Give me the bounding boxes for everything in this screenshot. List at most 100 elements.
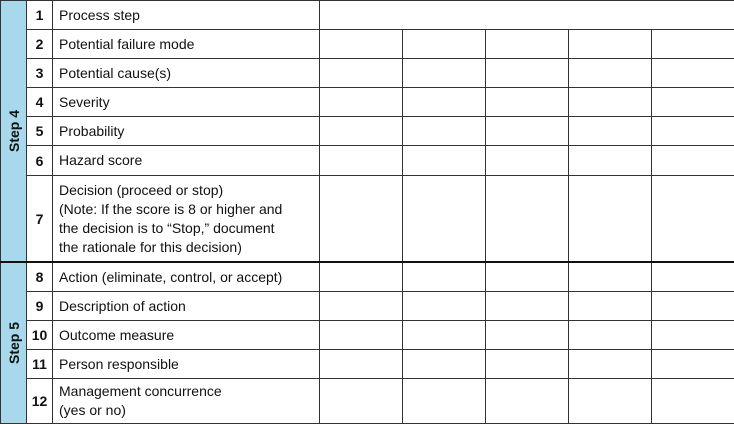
entry-cell[interactable] [652,59,734,88]
row-label: Description of action [53,292,320,321]
entry-cell[interactable] [320,321,403,350]
row-number: 3 [27,59,53,88]
entry-cell[interactable] [320,88,403,117]
entry-cell[interactable] [486,176,569,263]
row-number: 6 [27,146,53,176]
entry-cell[interactable] [486,379,569,424]
entry-cell[interactable] [320,117,403,146]
entry-cell[interactable] [652,379,734,424]
step-label: Step 5 [6,322,22,364]
row-label: Probability [53,117,320,146]
row-title: Hazard score [59,151,319,170]
entry-cell[interactable] [320,379,403,424]
row-title: Process step [59,6,319,25]
table-row: 2 Potential failure mode [1,30,734,59]
row-number: 5 [27,117,53,146]
step-4-band: Step 4 [1,1,27,263]
row-number: 1 [27,1,53,30]
entry-cell[interactable] [486,350,569,379]
entry-cell[interactable] [403,117,486,146]
row-title: Severity [59,93,319,112]
entry-cell[interactable] [569,117,652,146]
row-number: 4 [27,88,53,117]
row-title: Decision (proceed or stop) [59,181,319,200]
entry-cell[interactable] [320,292,403,321]
entry-cell[interactable] [403,59,486,88]
row-title: Probability [59,122,319,141]
row-title: Outcome measure [59,326,319,345]
row-label: Person responsible [53,350,320,379]
row-label: Management concurrence(yes or no) [53,379,320,424]
entry-cell[interactable] [320,30,403,59]
entry-cell[interactable] [486,88,569,117]
entry-cell[interactable] [403,176,486,263]
entry-cell[interactable] [569,350,652,379]
entry-cell[interactable] [569,321,652,350]
entry-cell[interactable] [320,146,403,176]
entry-cell[interactable] [652,262,734,292]
entry-cell[interactable] [569,88,652,117]
entry-cell[interactable] [320,176,403,263]
entry-cell[interactable] [320,59,403,88]
entry-cell[interactable] [652,88,734,117]
entry-cell[interactable] [403,350,486,379]
entry-cell[interactable] [569,379,652,424]
entry-cell[interactable] [652,321,734,350]
entry-cell[interactable] [403,321,486,350]
row-label: Action (eliminate, control, or accept) [53,262,320,292]
entry-cell[interactable] [403,292,486,321]
entry-cell[interactable] [320,350,403,379]
entry-cell[interactable] [652,350,734,379]
entry-cell[interactable] [569,30,652,59]
entry-cell[interactable] [403,146,486,176]
entry-cell[interactable] [486,59,569,88]
table-row: 4 Severity [1,88,734,117]
entry-cell[interactable] [569,262,652,292]
entry-cell[interactable] [403,379,486,424]
row-label: Severity [53,88,320,117]
entry-cell[interactable] [569,59,652,88]
entry-cell[interactable] [569,146,652,176]
entry-cell[interactable] [403,262,486,292]
entry-cell[interactable] [569,292,652,321]
row-label: Outcome measure [53,321,320,350]
entry-cell[interactable] [403,30,486,59]
row-note: the rationale for this decision) [59,238,319,257]
row-number: 8 [27,262,53,292]
table-row: 10 Outcome measure [1,321,734,350]
entry-cell[interactable] [486,262,569,292]
row-title: Potential cause(s) [59,64,319,83]
row-title: Potential failure mode [59,35,319,54]
row-title: Description of action [59,297,319,316]
entry-cell[interactable] [652,292,734,321]
row-number: 7 [27,176,53,263]
table-row: 6 Hazard score [1,146,734,176]
row-number: 2 [27,30,53,59]
table-row: 3 Potential cause(s) [1,59,734,88]
row-title: Action (eliminate, control, or accept) [59,268,319,287]
entry-cell[interactable] [652,117,734,146]
entry-cell[interactable] [320,262,403,292]
entry-cell[interactable] [569,176,652,263]
entry-cell[interactable] [320,1,734,30]
entry-cell[interactable] [652,146,734,176]
entry-cell[interactable] [486,321,569,350]
entry-cell[interactable] [486,30,569,59]
row-number: 10 [27,321,53,350]
entry-cell[interactable] [486,146,569,176]
row-note: (Note: If the score is 8 or higher and [59,200,319,219]
entry-cell[interactable] [403,88,486,117]
row-label: Decision (proceed or stop)(Note: If the … [53,176,320,263]
entry-cell[interactable] [652,176,734,263]
row-note: the decision is to “Stop,” document [59,219,319,238]
entry-cell[interactable] [652,30,734,59]
step-5-band: Step 5 [1,262,27,424]
entry-cell[interactable] [486,292,569,321]
entry-cell[interactable] [486,117,569,146]
